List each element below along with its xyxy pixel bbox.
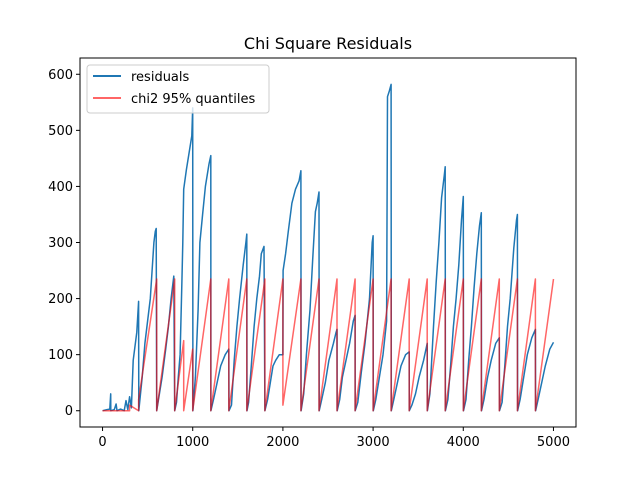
x-tick-label: 4000 (447, 435, 480, 450)
x-tick-label: 5000 (537, 435, 570, 450)
y-tick-label: 400 (48, 180, 73, 195)
series-line-chi2-95-quantiles (102, 278, 555, 412)
legend: residuals chi2 95% quantiles (86, 64, 270, 114)
series-layer (102, 83, 555, 412)
y-tick-label: 100 (48, 348, 73, 363)
y-tick-label: 200 (48, 292, 73, 307)
y-tick-label: 600 (48, 68, 73, 83)
x-axis: 0 1000 2000 3000 4000 5000 (98, 427, 570, 450)
legend-label-chi2-quantiles: chi2 95% quantiles (131, 92, 255, 107)
y-tick-label: 0 (65, 404, 73, 419)
x-tick-label: 3000 (357, 435, 390, 450)
y-tick-label: 500 (48, 124, 73, 139)
legend-label-residuals: residuals (131, 70, 190, 85)
x-tick-label: 2000 (266, 435, 299, 450)
legend-box (86, 64, 270, 114)
y-axis: 0 100 200 300 400 500 600 (48, 68, 80, 419)
plot-area: 0 1000 2000 3000 4000 5000 0 100 200 300 400 500 60… (48, 57, 577, 450)
x-tick-label: 1000 (176, 435, 209, 450)
y-tick-label: 300 (48, 236, 73, 251)
chart-title: Chi Square Residuals (244, 34, 412, 53)
series-line-residuals (102, 83, 555, 412)
x-tick-label: 0 (98, 435, 106, 450)
